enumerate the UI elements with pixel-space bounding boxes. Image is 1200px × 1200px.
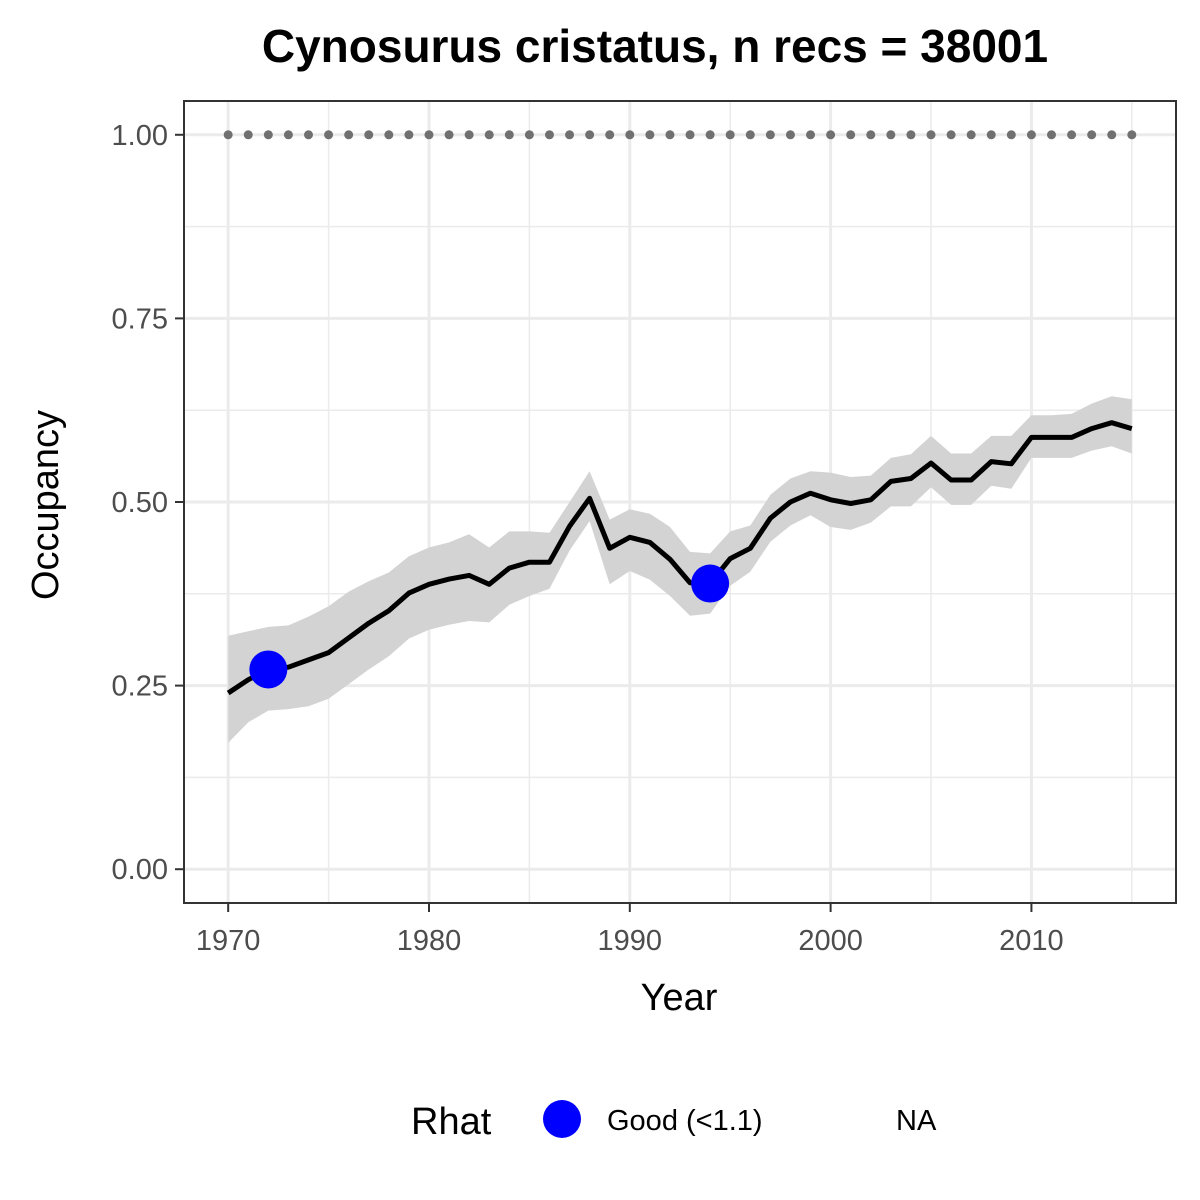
reference-dot (745, 130, 755, 140)
reference-dot (826, 130, 836, 140)
reference-dot (645, 130, 655, 140)
legend-title: Rhat (411, 1101, 492, 1143)
chart-title: Cynosurus cristatus, n recs = 38001 (262, 20, 1048, 72)
reference-dot (1026, 130, 1036, 140)
reference-dot (986, 130, 996, 140)
reference-dot (806, 130, 816, 140)
legend-label-na: NA (896, 1105, 937, 1137)
reference-dot (886, 130, 896, 140)
reference-dot (263, 130, 273, 140)
reference-dot (605, 130, 615, 140)
reference-dot (243, 130, 253, 140)
reference-dot (384, 130, 394, 140)
x-axis: 1970 1980 1990 2000 2010 (196, 903, 1064, 957)
reference-dot (544, 130, 554, 140)
y-axis-title: Occupancy (25, 410, 67, 600)
reference-dot (705, 130, 715, 140)
y-axis: 0.00 0.25 0.50 0.75 1.00 (112, 120, 184, 886)
x-tick-label: 1970 (196, 925, 261, 957)
rhat-good-point (691, 564, 730, 603)
x-axis-title: Year (641, 977, 718, 1019)
legend-label-good: Good (<1.1) (607, 1105, 763, 1137)
reference-dot (1127, 130, 1137, 140)
x-tick-label: 1980 (397, 925, 462, 957)
reference-dot (906, 130, 916, 140)
reference-dot (966, 130, 976, 140)
x-tick-label: 2010 (999, 925, 1064, 957)
reference-dot (765, 130, 775, 140)
reference-dot (464, 130, 474, 140)
reference-dot (524, 130, 534, 140)
reference-dot (344, 130, 354, 140)
reference-dot (625, 130, 635, 140)
occupancy-line-layer (226, 420, 1133, 696)
reference-dot (785, 130, 795, 140)
reference-dot (665, 130, 675, 140)
reference-dot (324, 130, 334, 140)
reference-dot (946, 130, 956, 140)
reference-dot (725, 130, 735, 140)
y-tick-label: 0.00 (112, 854, 168, 886)
reference-dot (223, 130, 233, 140)
reference-dot (585, 130, 595, 140)
reference-dot (1087, 130, 1097, 140)
y-tick-label: 0.75 (112, 303, 168, 335)
y-tick-label: 0.25 (112, 671, 168, 703)
legend: Rhat Good (<1.1) NA (411, 1100, 937, 1143)
reference-dot (685, 130, 695, 140)
reference-dot (404, 130, 414, 140)
legend-key-good (543, 1100, 581, 1138)
reference-dot (1067, 130, 1077, 140)
reference-dot (1107, 130, 1117, 140)
reference-dot (364, 130, 374, 140)
rhat-points (249, 564, 730, 689)
x-tick-label: 2000 (798, 925, 863, 957)
reference-dot (565, 130, 575, 140)
x-tick-label: 1990 (598, 925, 663, 957)
reference-dot (444, 130, 454, 140)
reference-dot (1046, 130, 1056, 140)
reference-dot (866, 130, 876, 140)
reference-dotted-line (223, 130, 1137, 140)
occupancy-series-line (226, 420, 1133, 696)
reference-dot (504, 130, 514, 140)
reference-dot (846, 130, 856, 140)
reference-dot (1006, 130, 1016, 140)
y-tick-label: 1.00 (112, 120, 168, 152)
reference-dot (424, 130, 434, 140)
reference-dot (926, 130, 936, 140)
reference-dot (484, 130, 494, 140)
rhat-good-point (249, 650, 288, 689)
y-tick-label: 0.50 (112, 487, 168, 519)
reference-dot (304, 130, 314, 140)
reference-dot (283, 130, 293, 140)
